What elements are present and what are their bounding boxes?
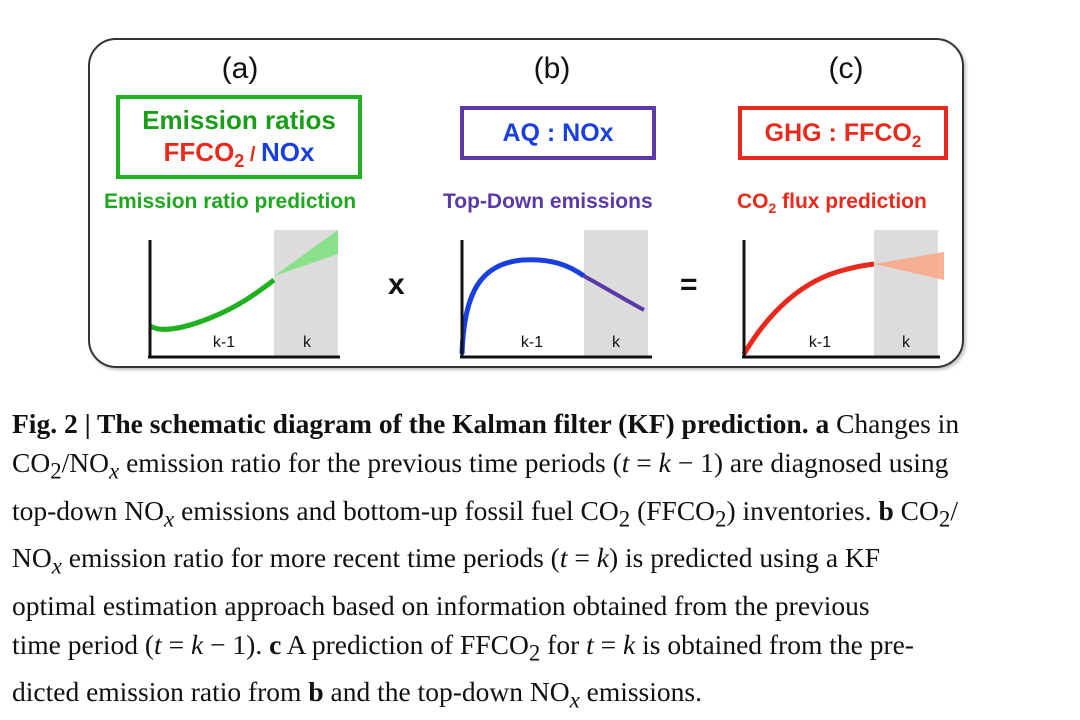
symbol-t: t xyxy=(621,447,630,478)
caption-line-3: top-down NOx emissions and bottom-up fos… xyxy=(12,491,1072,539)
emission-ratios-title: Emission ratios xyxy=(142,105,336,135)
panel-a-letter: (a) xyxy=(221,52,259,85)
caption-text: top-down NO xyxy=(12,494,165,526)
subscript-x: x xyxy=(51,553,62,579)
symbol-k: k xyxy=(658,447,671,478)
panel-ref-b: b xyxy=(308,676,324,707)
symbol-t: t xyxy=(559,542,568,573)
caption-text: A prediction of FFCO xyxy=(281,628,529,660)
subscript: 2 xyxy=(528,640,541,665)
prediction-cone xyxy=(874,252,944,280)
figure-caption: Fig. 2 | The schematic diagram of the Ka… xyxy=(12,404,1072,720)
caption-line-7: dicted emission ratio from b and the top… xyxy=(12,672,1072,720)
ffco-text: FFCO xyxy=(163,137,235,167)
diagram-frame xyxy=(88,38,964,368)
caption-text: emissions and bottom-up fossil fuel CO xyxy=(174,494,619,526)
caption-text: dicted emission ratio from xyxy=(12,676,309,707)
caption-line-6: time period (t = k − 1). c A prediction … xyxy=(12,625,1072,673)
caption-text: = xyxy=(593,628,624,660)
subscript-x: x xyxy=(164,506,175,531)
tick-k: k xyxy=(612,334,621,351)
aq-nox-box: AQ : NOx xyxy=(460,106,656,160)
caption-line-2: CO2/NOx emission ratio for the previous … xyxy=(12,443,1072,491)
symbol-k: k xyxy=(623,628,636,660)
caption-text: − 1) are diagnosed using xyxy=(670,447,949,478)
symbol-t: t xyxy=(154,628,162,660)
caption-text: emission ratio for more recent time peri… xyxy=(61,542,560,573)
caption-text: − 1). xyxy=(203,628,270,660)
caption-text: ) is predicted using a KF xyxy=(608,542,881,573)
subscript: 2 xyxy=(938,506,951,531)
current-period-shade xyxy=(874,230,938,358)
caption-text: / xyxy=(950,494,958,526)
multiply-operator: x xyxy=(388,268,405,301)
tick-k-1: k-1 xyxy=(213,334,235,351)
caption-text: is obtained from the pre- xyxy=(635,628,914,660)
caption-title: Fig. 2 | The schematic diagram of the Ka… xyxy=(12,408,830,439)
co-text: CO xyxy=(737,190,769,213)
emission-ratios-box: Emission ratios FFCO2 / NOx xyxy=(116,95,362,179)
aq-nox-text: AQ : NOx xyxy=(502,119,614,147)
symbol-k: k xyxy=(596,542,609,573)
caption-line-1: Fig. 2 | The schematic diagram of the Ka… xyxy=(12,404,1072,443)
panel-b-letter: (b) xyxy=(533,52,571,85)
subscript: 2 xyxy=(50,458,62,484)
co2-flux-curve xyxy=(741,261,875,356)
nox-text: NOx xyxy=(260,137,315,167)
slash: / xyxy=(244,144,261,166)
emission-ratio-prediction-label: Emission ratio prediction xyxy=(104,190,357,213)
caption-text: for xyxy=(540,628,587,660)
subscript: 2 xyxy=(715,506,727,531)
top-down-curve xyxy=(459,257,586,355)
caption-text: = xyxy=(567,542,597,573)
tick-k-1: k-1 xyxy=(521,334,543,351)
symbol-t: t xyxy=(586,628,594,660)
caption-text: (FFCO xyxy=(630,494,716,526)
caption-text: time period ( xyxy=(12,628,155,660)
graph-a: k-1 k xyxy=(148,230,340,359)
subscript: 2 xyxy=(618,506,631,531)
caption-text: and the top-down NO xyxy=(323,676,570,707)
caption-text: = xyxy=(161,628,191,660)
subscript-x: x xyxy=(109,458,120,484)
top-down-emissions-label: Top-Down emissions xyxy=(443,190,653,213)
panel-ref-c: c xyxy=(269,628,282,660)
caption-text: = xyxy=(629,447,659,478)
caption-text: emission ratio for the previous time per… xyxy=(119,447,622,478)
tick-k: k xyxy=(902,334,911,351)
symbol-k: k xyxy=(190,628,204,660)
flux-prediction-text: flux prediction xyxy=(776,190,927,213)
panel-ref-b: b xyxy=(878,494,894,526)
caption-line-5: optimal estimation approach based on inf… xyxy=(12,589,870,621)
caption-text: emissions. xyxy=(579,676,702,707)
caption-text: CO xyxy=(893,494,939,526)
caption-line-4: NOx emission ratio for more recent time … xyxy=(12,538,1072,586)
caption-text: /NO xyxy=(61,447,110,478)
top-down-curve-tail xyxy=(583,274,645,312)
tick-k: k xyxy=(303,334,312,351)
co-sub: 2 xyxy=(768,200,777,217)
caption-text: NO xyxy=(12,542,52,573)
ghg-ffco-text: GHG : FFCO xyxy=(764,119,912,147)
ffco-sub: 2 xyxy=(234,151,245,172)
panel-c-letter: (c) xyxy=(828,52,864,85)
subscript-x: x xyxy=(569,687,580,713)
ratio-formula: FFCO2 / NOx xyxy=(120,135,358,178)
ghg-ffco-sub: 2 xyxy=(911,132,922,151)
tick-k-1: k-1 xyxy=(809,334,831,351)
caption-text: Changes in xyxy=(829,408,960,439)
graph-c: k-1 k xyxy=(741,230,944,359)
graph-b: k-1 k xyxy=(459,230,652,359)
caption-text: CO xyxy=(12,447,51,478)
equals-operator: = xyxy=(680,268,698,301)
prediction-cone xyxy=(274,230,338,276)
emission-ratio-curve xyxy=(148,278,276,332)
caption-text: ) inventories. xyxy=(726,494,879,526)
ghg-ffco2-box: GHG : FFCO2 xyxy=(738,106,948,160)
co2-flux-prediction-label: CO2 flux prediction xyxy=(737,190,927,216)
